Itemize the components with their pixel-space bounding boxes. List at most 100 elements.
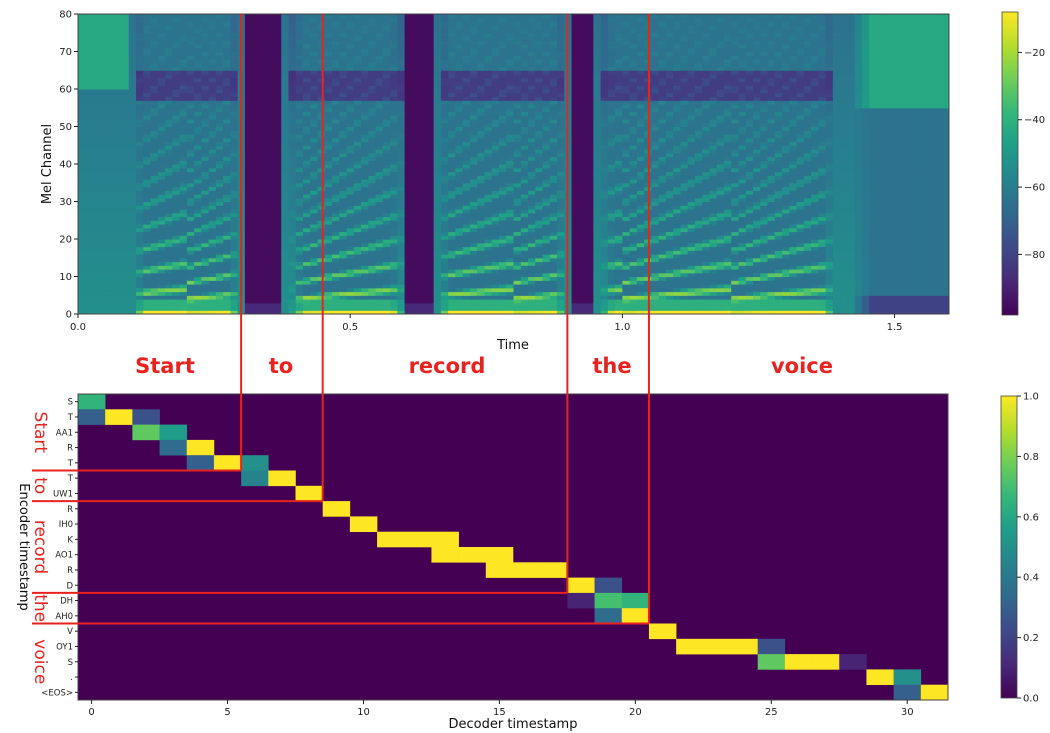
spectrogram-cell bbox=[266, 291, 275, 296]
spectrogram-cell bbox=[114, 107, 123, 113]
spectrogram-cell bbox=[317, 175, 326, 180]
spectrogram-cell bbox=[303, 212, 311, 218]
spectrogram-cell bbox=[426, 179, 435, 184]
spectrogram-cell bbox=[194, 81, 202, 86]
spectrogram-cell bbox=[477, 134, 486, 139]
spectrogram-cell bbox=[455, 246, 464, 251]
spectrogram-cell bbox=[194, 201, 202, 206]
spectrogram-cell bbox=[273, 29, 282, 34]
spectrogram-cell bbox=[85, 130, 94, 135]
spectrogram-cell bbox=[520, 14, 529, 19]
spectrogram-cell bbox=[114, 44, 123, 49]
spectrogram-cell bbox=[165, 77, 173, 83]
spectrogram-cell bbox=[136, 85, 144, 90]
spectrogram-cell bbox=[440, 21, 449, 26]
spectrogram-cell bbox=[484, 44, 493, 49]
spectrogram-cell bbox=[208, 149, 217, 154]
spectrogram-cell bbox=[85, 126, 94, 131]
spectrogram-cell bbox=[107, 44, 115, 49]
spectrogram-cell bbox=[506, 141, 515, 146]
spectrogram-cell bbox=[477, 25, 486, 30]
spectrogram-cell bbox=[128, 291, 137, 296]
spectrogram-cell bbox=[433, 299, 442, 304]
spectrogram-cell bbox=[215, 239, 224, 244]
spectrogram-cell bbox=[469, 25, 478, 30]
spectrogram-cell bbox=[186, 302, 195, 308]
spectrogram-cell bbox=[107, 272, 115, 278]
spectrogram-cell bbox=[252, 250, 261, 255]
spectrogram-cell bbox=[375, 220, 384, 225]
spectrogram-cell bbox=[172, 242, 181, 248]
spectrogram-cell bbox=[455, 310, 464, 314]
spectrogram-cell bbox=[172, 70, 181, 75]
spectrogram-cell bbox=[165, 175, 173, 180]
spectrogram-cell bbox=[252, 126, 261, 131]
spectrogram-cell bbox=[259, 160, 268, 165]
spectrogram-cell bbox=[288, 194, 297, 199]
spectrogram-cell bbox=[426, 257, 435, 263]
spectrogram-cell bbox=[440, 254, 449, 259]
spectrogram-cell bbox=[295, 250, 304, 255]
spectrogram-cell bbox=[143, 291, 152, 296]
spectrogram-cell bbox=[194, 242, 202, 248]
spectrogram-cell bbox=[419, 62, 427, 68]
spectrogram-cell bbox=[157, 201, 166, 206]
spectrogram-cell bbox=[281, 302, 290, 308]
spectrogram-cell bbox=[433, 209, 442, 214]
spectrogram-cell bbox=[281, 280, 290, 285]
spectrogram-cell bbox=[99, 62, 108, 68]
spectrogram-cell bbox=[361, 126, 369, 131]
spectrogram-cell bbox=[252, 272, 261, 278]
spectrogram-cell bbox=[339, 197, 348, 203]
spectrogram-cell bbox=[230, 77, 239, 83]
spectrogram-cell bbox=[244, 280, 253, 285]
spectrogram-cell bbox=[440, 284, 449, 289]
spectrogram-cell bbox=[172, 164, 181, 169]
spectrogram-cell bbox=[448, 209, 457, 214]
spectrogram-cell bbox=[361, 280, 369, 285]
spectrogram-cell bbox=[346, 66, 355, 71]
spectrogram-cell bbox=[440, 107, 449, 113]
spectrogram-cell bbox=[404, 287, 413, 293]
spectrogram-cell bbox=[136, 269, 144, 274]
spectrogram-cell bbox=[194, 257, 202, 263]
spectrogram-cell bbox=[223, 175, 232, 180]
spectrogram-cell bbox=[404, 29, 413, 34]
spectrogram-cell bbox=[128, 96, 137, 101]
spectrogram-cell bbox=[382, 250, 391, 255]
spectrogram-cell bbox=[506, 85, 515, 90]
spectrogram-cell bbox=[252, 231, 261, 236]
spectrogram-cell bbox=[114, 269, 123, 274]
spectrogram-cell bbox=[208, 179, 217, 184]
spectrogram-cell bbox=[426, 182, 435, 188]
spectrogram-cell bbox=[295, 231, 304, 236]
spectrogram-cell bbox=[136, 145, 144, 150]
spectrogram-cell bbox=[157, 25, 166, 30]
spectrogram-cell bbox=[136, 51, 144, 56]
spectrogram-cell bbox=[426, 269, 435, 274]
spectrogram-cell bbox=[448, 115, 457, 120]
spectrogram-cell bbox=[281, 47, 290, 53]
spectrogram-cell bbox=[215, 122, 224, 128]
spectrogram-cell bbox=[128, 77, 137, 83]
spectrogram-cell bbox=[324, 66, 333, 71]
spectrogram-cell bbox=[397, 85, 406, 90]
spectrogram-cell bbox=[273, 130, 282, 135]
spectrogram-cell bbox=[121, 32, 130, 38]
spectrogram-cell bbox=[433, 81, 442, 86]
spectrogram-cell bbox=[390, 182, 398, 188]
spectrogram-cell bbox=[498, 66, 507, 71]
spectrogram-cell bbox=[310, 197, 319, 203]
spectrogram-cell bbox=[150, 96, 159, 101]
spectrogram-cell bbox=[194, 160, 202, 165]
spectrogram-cell bbox=[448, 190, 457, 195]
spectrogram-cell bbox=[99, 265, 108, 270]
spectrogram-cell bbox=[215, 66, 224, 71]
spectrogram-cell bbox=[477, 119, 486, 124]
spectrogram-cell bbox=[273, 299, 282, 304]
spectrogram-cell bbox=[426, 302, 435, 308]
spectrogram-cell bbox=[172, 287, 181, 293]
spectrogram-cell bbox=[353, 156, 362, 161]
spectrogram-cell bbox=[484, 227, 493, 233]
spectrogram-cell bbox=[281, 51, 290, 56]
